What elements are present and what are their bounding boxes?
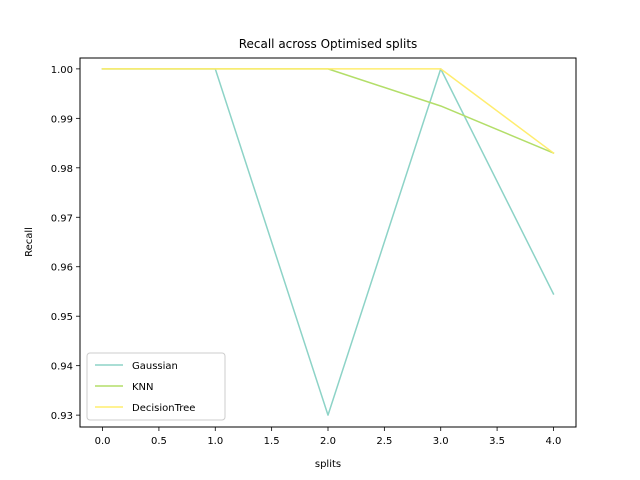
- y-tick-label: 1.00: [51, 65, 73, 76]
- x-tick-label: 3.5: [489, 436, 505, 447]
- series-line-decisiontree: [101, 68, 555, 155]
- legend-label-gaussian: Gaussian: [132, 361, 178, 372]
- x-tick-label: 0.5: [151, 436, 167, 447]
- legend-frame: [86, 352, 226, 421]
- x-tick-label: 0.0: [95, 436, 111, 447]
- plot-lines: [101, 68, 555, 416]
- y-tick-label: 0.94: [51, 362, 73, 373]
- x-axis-ticks: 0.0 0.5 1.0 1.5 2.0 2.5 3.0 3.5 4.0: [95, 427, 562, 447]
- series-line-knn: [101, 68, 555, 154]
- y-tick-label: 0.93: [51, 411, 73, 422]
- x-tick-label: 2.0: [320, 436, 336, 447]
- y-tick-label: 0.99: [51, 114, 73, 125]
- y-axis-ticks: 0.93 0.94 0.95 0.96 0.97 0.98 0.99 1.00: [51, 65, 80, 422]
- x-tick-label: 1.0: [207, 436, 223, 447]
- y-tick-label: 0.98: [51, 164, 73, 175]
- y-tick-label: 0.97: [51, 213, 73, 224]
- y-tick-label: 0.96: [51, 263, 73, 274]
- y-axis-title: Recall: [24, 227, 35, 257]
- y-tick-label: 0.95: [51, 312, 73, 323]
- legend: Gaussian KNN DecisionTree: [86, 352, 226, 421]
- x-tick-label: 1.5: [264, 436, 280, 447]
- x-axis-title: splits: [315, 459, 341, 470]
- x-tick-label: 2.5: [376, 436, 392, 447]
- legend-label-decisiontree: DecisionTree: [132, 403, 195, 414]
- x-tick-label: 3.0: [433, 436, 449, 447]
- legend-label-knn: KNN: [132, 382, 154, 393]
- chart-title: Recall across Optimised splits: [239, 37, 418, 51]
- x-tick-label: 4.0: [546, 436, 562, 447]
